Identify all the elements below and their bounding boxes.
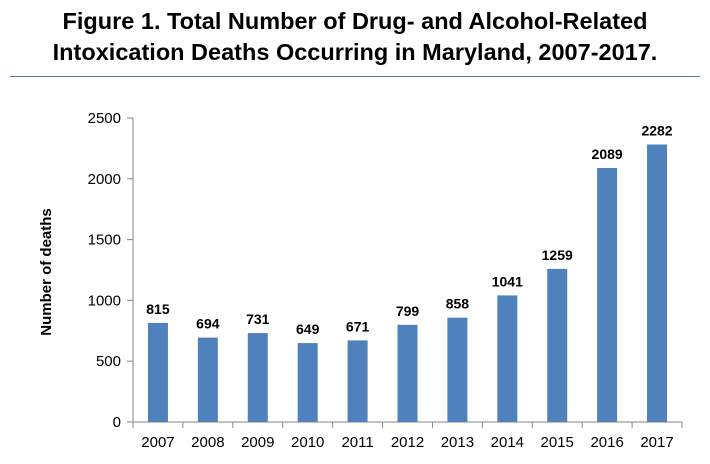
bar-2015 [547,268,568,422]
y-axis-label: Number of deaths [38,208,55,336]
data-label-2014: 1041 [492,273,523,289]
data-label-2013: 858 [446,296,470,312]
x-tick-label: 2007 [141,434,174,451]
bar-2008 [197,337,218,422]
data-label-2007: 815 [146,301,170,317]
x-tick-label: 2015 [541,434,574,451]
data-label-2011: 671 [346,318,370,334]
x-tick-label: 2010 [291,434,324,451]
bar-2012 [397,324,418,422]
y-tick-label: 1500 [88,232,121,249]
data-label-2009: 731 [246,311,270,327]
title-divider [10,76,700,77]
data-label-2008: 694 [196,316,220,332]
chart-title: Figure 1. Total Number of Drug- and Alco… [0,6,710,68]
bar-2011 [347,340,368,422]
data-labels: 815 694 731 649 671 799 858 1041 1259 2089 2282 [146,123,673,338]
data-label-2016: 2089 [592,146,623,162]
x-tick-label: 2016 [590,434,623,451]
chart-title-line-1: Figure 1. Total Number of Drug- and Alco… [62,8,648,34]
data-label-2017: 2282 [641,123,672,139]
x-tick-label: 2011 [341,434,373,451]
bar-2016 [597,167,618,422]
bar-2014 [497,295,518,422]
bar-2007 [147,322,168,422]
x-axis: 2007 2008 2009 2010 2011 2012 2013 2014 2015 2016… [132,421,683,451]
y-tick-label: 0 [113,414,121,431]
x-tick-label: 2008 [191,434,224,451]
bar-2009 [247,333,268,422]
bars [147,144,668,423]
chart-title-line-2: Intoxication Deaths Occurring in Marylan… [52,39,658,65]
bar-2013 [447,317,468,422]
y-tick-label: 2000 [88,171,121,188]
data-label-2012: 799 [396,303,420,319]
y-axis: 0 500 1000 1500 2000 2500 [88,110,134,431]
x-tick-label: 2017 [640,434,673,451]
data-label-2015: 1259 [542,247,573,263]
y-tick-label: 1000 [88,292,121,309]
data-label-2010: 649 [296,321,320,337]
y-tick-label: 2500 [88,110,121,127]
y-tick-label: 500 [96,353,121,370]
x-tick-label: 2013 [441,434,474,451]
bar-2017 [647,144,668,423]
bar-2010 [297,343,318,422]
x-tick-label: 2012 [391,434,424,451]
x-tick-label: 2009 [241,434,274,451]
x-tick-label: 2014 [491,434,524,451]
